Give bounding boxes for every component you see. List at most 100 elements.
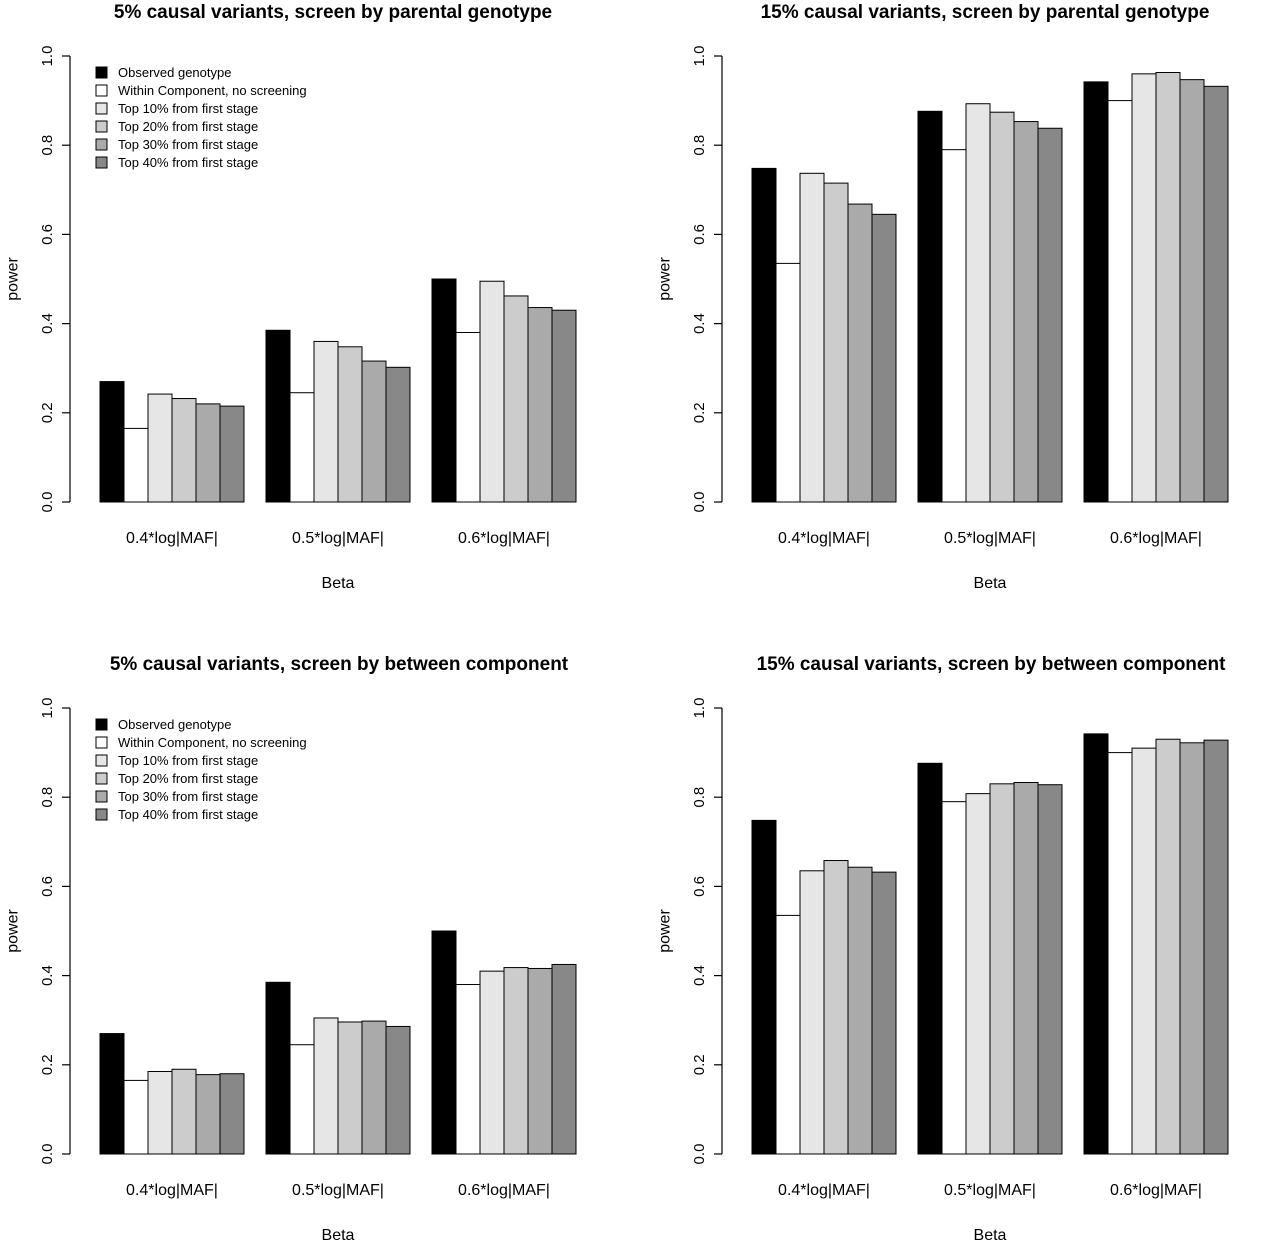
bar [123, 427, 149, 503]
y-tick-label: 0.6 [39, 224, 56, 245]
y-axis-label: power [5, 257, 22, 301]
legend-label: Top 30% from first stage [118, 137, 258, 152]
y-tick-label: 1.0 [691, 46, 708, 67]
bar [1155, 72, 1181, 503]
bar [917, 110, 943, 503]
legend-label: Within Component, no screening [118, 83, 307, 98]
legend-label: Top 20% from first stage [118, 771, 258, 786]
bar [751, 819, 777, 1155]
chart-panel-2: 15% causal variants, screen by parental … [657, 2, 1229, 592]
x-tick-label: 0.5*log|MAF| [292, 1182, 384, 1199]
x-tick-label: 0.5*log|MAF| [292, 530, 384, 547]
legend-label: Top 30% from first stage [118, 789, 258, 804]
chart-title: 5% causal variants, screen by between co… [110, 654, 569, 675]
bar [1155, 738, 1181, 1155]
bar [847, 203, 873, 503]
y-tick-label: 0.6 [39, 876, 56, 897]
bar [1131, 73, 1157, 503]
bar [551, 963, 577, 1155]
y-axis-label: power [657, 257, 674, 301]
legend-label: Top 20% from first stage [118, 119, 258, 134]
bar [219, 405, 245, 503]
y-tick-label: 0.8 [39, 135, 56, 156]
legend-label: Observed genotype [118, 65, 231, 80]
bar [289, 1044, 315, 1155]
bar [1107, 100, 1133, 503]
x-tick-label: 0.5*log|MAF| [944, 1182, 1036, 1199]
x-axis-label: Beta [974, 1227, 1007, 1242]
bar [337, 1021, 363, 1155]
x-tick-label: 0.4*log|MAF| [778, 1182, 870, 1199]
legend-label: Top 10% from first stage [118, 753, 258, 768]
x-tick-label: 0.6*log|MAF| [458, 530, 550, 547]
y-tick-label: 1.0 [39, 46, 56, 67]
bar [799, 870, 825, 1155]
bar [361, 360, 387, 503]
x-tick-label: 0.5*log|MAF| [944, 530, 1036, 547]
y-tick-label: 0.4 [39, 313, 56, 334]
legend-swatch [95, 718, 108, 731]
legend: Observed genotype Within Component, no sc… [95, 717, 307, 822]
y-tick-label: 0.2 [39, 402, 56, 423]
legend: Observed genotype Within Component, no sc… [95, 65, 307, 170]
bar [799, 172, 825, 503]
x-tick-label: 0.4*log|MAF| [126, 1182, 218, 1199]
bar [147, 1070, 173, 1155]
bar [823, 860, 849, 1155]
x-tick-label: 0.6*log|MAF| [1110, 530, 1202, 547]
bar [337, 346, 363, 503]
bar [527, 307, 553, 503]
bar [965, 103, 991, 503]
bar [775, 262, 801, 503]
legend-swatch [95, 772, 108, 785]
bar [479, 280, 505, 503]
y-tick-label: 0.2 [691, 402, 708, 423]
legend-swatch [95, 754, 108, 767]
bar [171, 398, 197, 503]
chart-panel-1: 5% causal variants, screen by parental g… [5, 2, 577, 592]
bar [847, 866, 873, 1155]
bar [195, 1074, 221, 1155]
bar [775, 914, 801, 1155]
bar [965, 793, 991, 1155]
bar [265, 329, 291, 503]
x-axis-label: Beta [322, 1227, 355, 1242]
bar [751, 167, 777, 503]
legend-label: Top 10% from first stage [118, 101, 258, 116]
bar [431, 930, 457, 1155]
bar [941, 801, 967, 1155]
bar [147, 393, 173, 503]
y-tick-label: 0.6 [691, 224, 708, 245]
y-tick-label: 0.8 [691, 135, 708, 156]
y-tick-label: 0.2 [39, 1054, 56, 1075]
legend-label: Within Component, no screening [118, 735, 307, 750]
x-axis-label: Beta [322, 575, 355, 592]
legend-swatch [95, 736, 108, 749]
y-tick-label: 0.8 [39, 787, 56, 808]
legend-label: Top 40% from first stage [118, 155, 258, 170]
bar [313, 340, 339, 503]
y-tick-label: 0.8 [691, 787, 708, 808]
y-tick-label: 0.0 [39, 492, 56, 513]
legend-swatch [95, 138, 108, 151]
bar [1037, 127, 1063, 503]
bar [989, 783, 1015, 1155]
bar [479, 970, 505, 1155]
legend-swatch [95, 790, 108, 803]
x-tick-label: 0.6*log|MAF| [1110, 1182, 1202, 1199]
bar [385, 366, 411, 503]
legend-swatch [95, 808, 108, 821]
bar [1203, 85, 1229, 503]
y-tick-label: 0.2 [691, 1054, 708, 1075]
bar [989, 111, 1015, 503]
y-tick-label: 0.0 [691, 1144, 708, 1165]
y-tick-label: 0.4 [691, 965, 708, 986]
chart-title: 15% causal variants, screen by between c… [757, 654, 1227, 675]
bar [289, 392, 315, 503]
chart-panel-3: 5% causal variants, screen by between co… [5, 654, 577, 1244]
bar [871, 871, 897, 1155]
bar [1083, 81, 1109, 503]
bar [1179, 79, 1205, 503]
bar [1083, 733, 1109, 1155]
